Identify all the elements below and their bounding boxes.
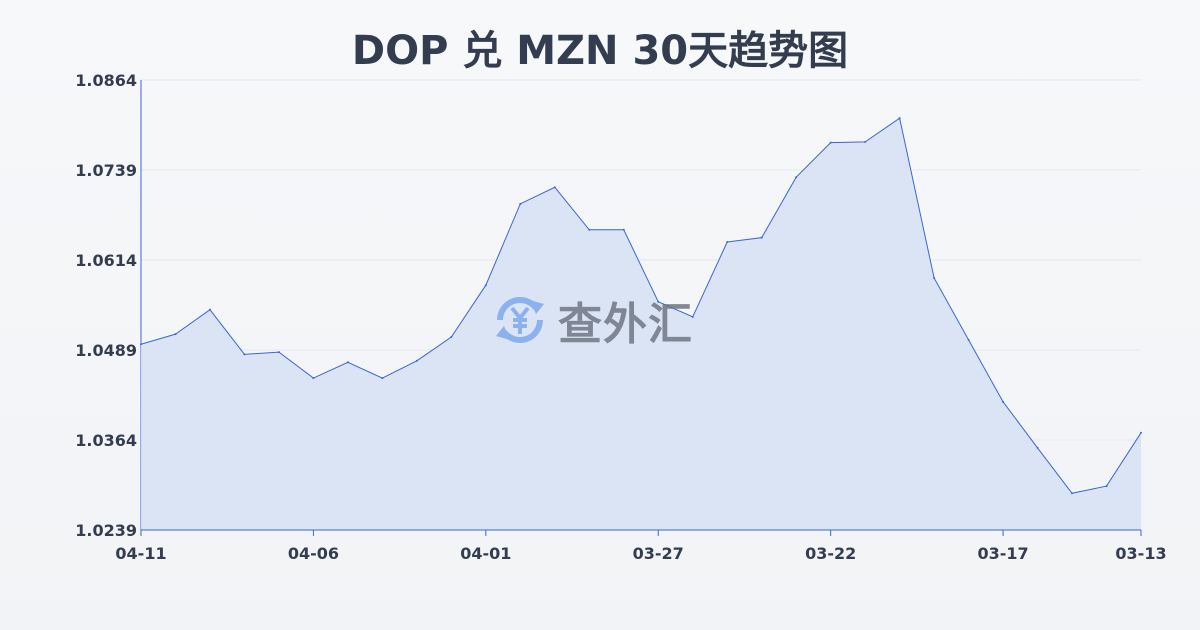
data-point (1071, 492, 1074, 495)
series-line (140, 117, 1142, 494)
data-point (864, 140, 867, 143)
y-tick-label: 1.0364 (75, 431, 137, 450)
data-point (795, 176, 798, 179)
data-point (933, 277, 936, 279)
data-point (726, 241, 729, 243)
data-point (657, 300, 660, 303)
chart-title: DOP 兑 MZN 30天趋势图 (351, 28, 849, 74)
area-fill (141, 118, 1141, 530)
x-tick-label: 03-13 (1115, 544, 1166, 563)
data-point (312, 377, 315, 380)
x-tick-label: 04-06 (288, 544, 339, 563)
data-point (622, 228, 625, 231)
x-tick-label: 04-01 (460, 544, 511, 563)
data-point (381, 377, 384, 380)
data-point (277, 351, 280, 354)
data-point (174, 333, 177, 336)
x-tick-label: 04-11 (115, 544, 166, 563)
y-tick-label: 1.0489 (75, 341, 137, 360)
data-point (484, 284, 487, 287)
data-point (415, 359, 418, 362)
yen-exchange-icon (496, 297, 544, 343)
data-point (588, 228, 591, 231)
data-point (208, 308, 211, 311)
y-tick-label: 1.0864 (75, 71, 137, 90)
data-point (519, 202, 522, 205)
watermark: 查外汇 (490, 288, 693, 352)
data-point (450, 336, 453, 339)
y-tick-label: 1.0614 (75, 251, 137, 270)
data-point (829, 141, 832, 144)
data-point (553, 186, 556, 189)
data-point (1002, 400, 1005, 403)
data-point (346, 361, 349, 364)
x-tick-label: 03-27 (633, 544, 684, 563)
y-tick-label: 1.0239 (75, 521, 137, 540)
data-point (1105, 485, 1108, 488)
watermark-text: 查外汇 (558, 299, 693, 350)
x-tick-label: 03-22 (805, 544, 856, 563)
data-point (691, 315, 694, 318)
data-point (760, 236, 763, 239)
data-point (140, 343, 142, 346)
data-point (898, 117, 901, 120)
data-point (1036, 446, 1039, 449)
x-tick-label: 03-17 (977, 544, 1028, 563)
data-point (967, 338, 970, 341)
data-point (243, 353, 246, 356)
data-point (1140, 431, 1142, 434)
y-tick-label: 1.0739 (75, 161, 137, 180)
